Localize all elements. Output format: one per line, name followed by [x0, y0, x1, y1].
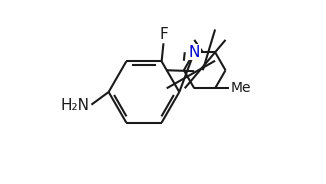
Text: Me: Me [230, 81, 251, 95]
Text: F: F [159, 27, 168, 42]
Text: N: N [188, 45, 200, 60]
Text: H₂N: H₂N [61, 98, 90, 113]
